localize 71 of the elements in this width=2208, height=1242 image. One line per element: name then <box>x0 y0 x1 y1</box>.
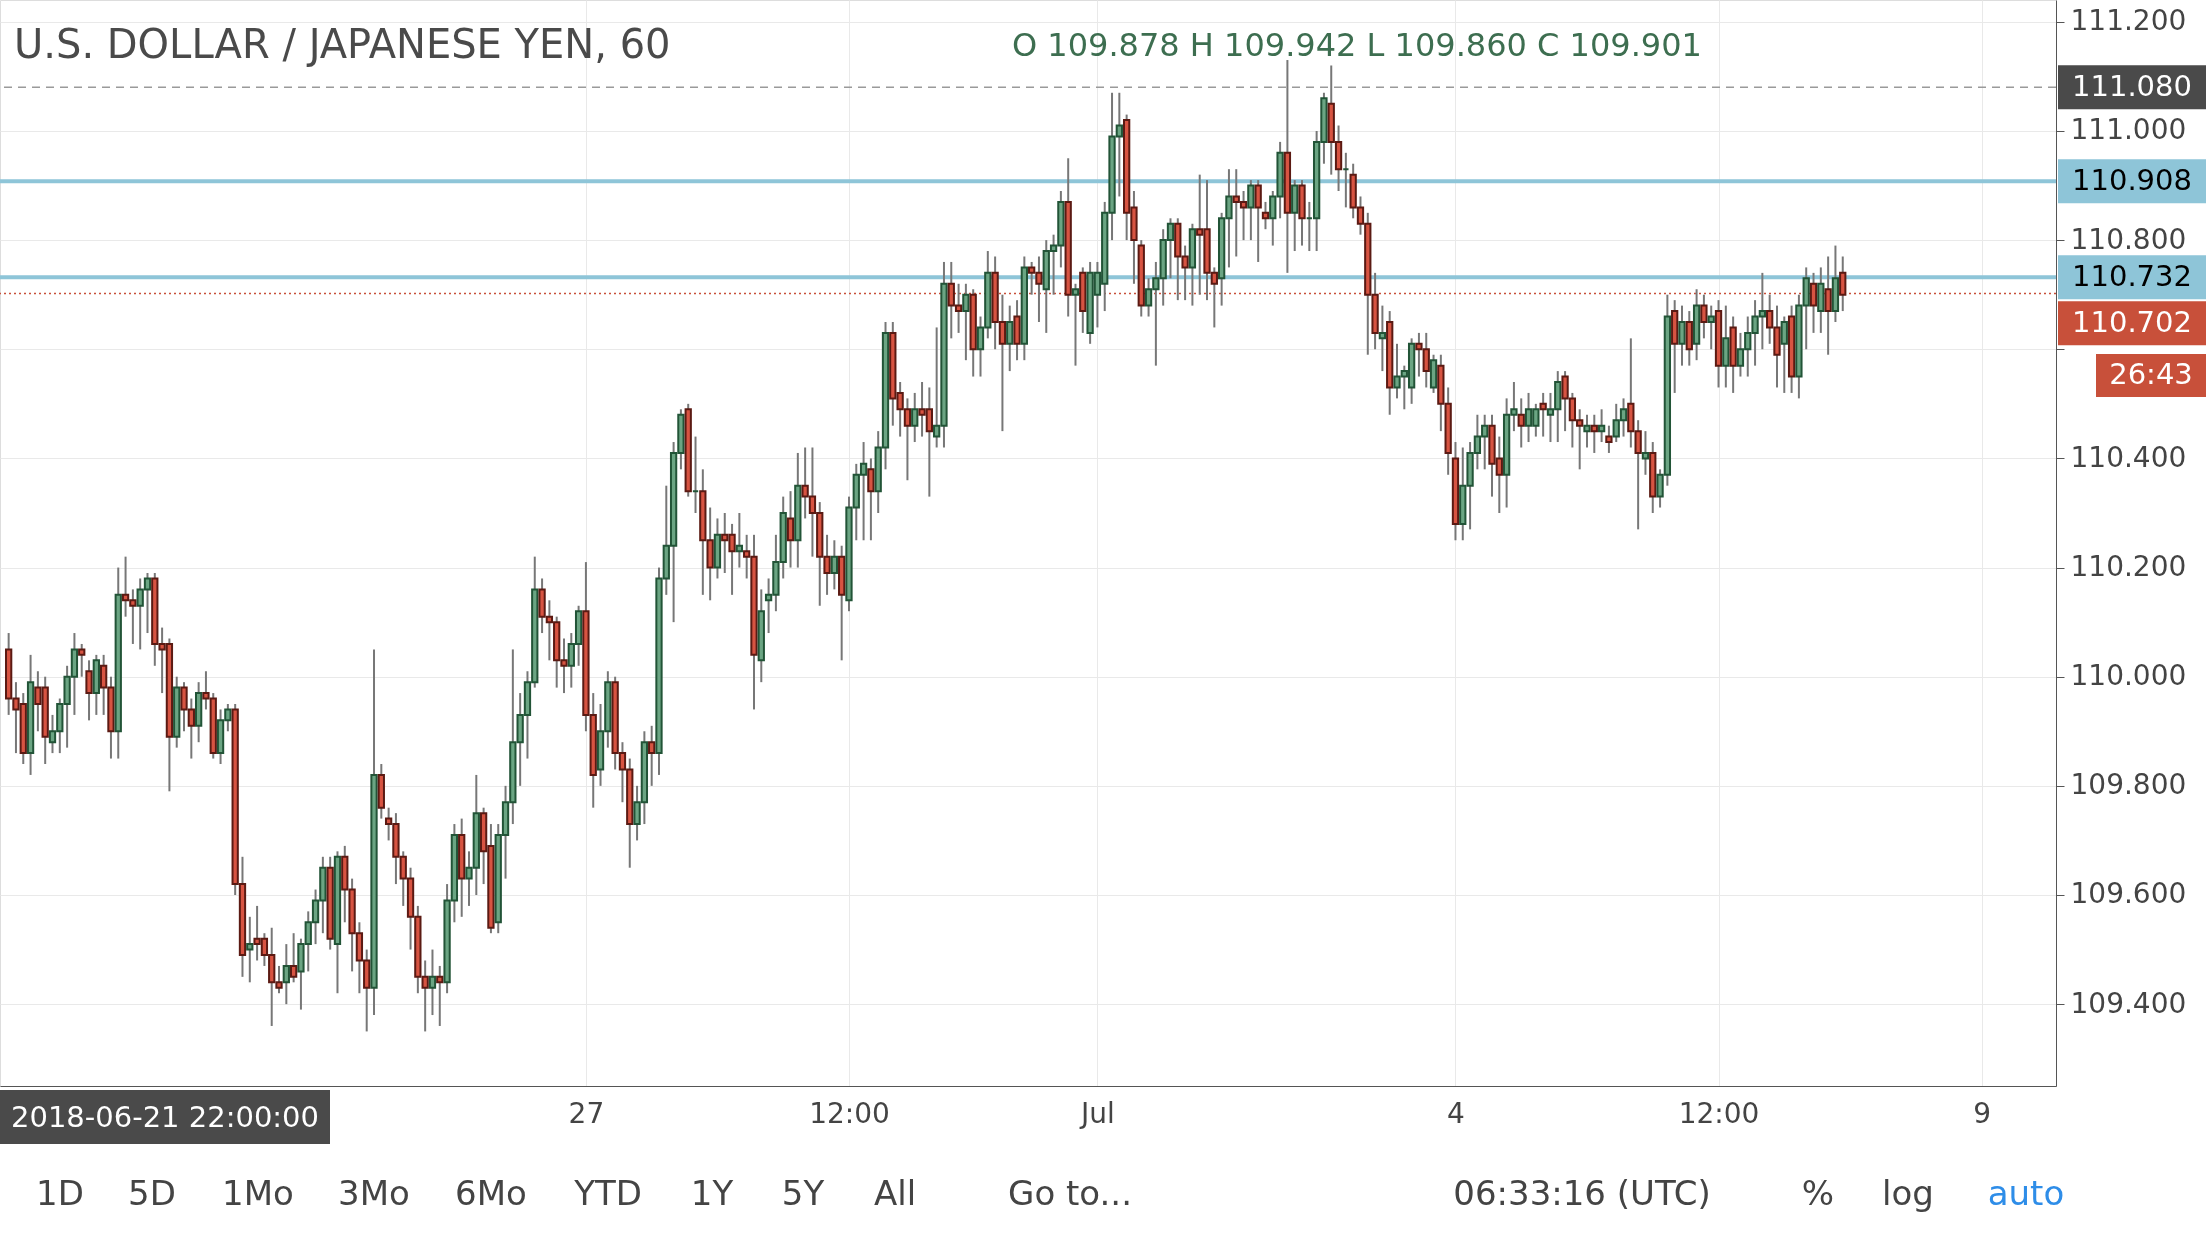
text: 26:43 <box>2109 357 2193 391</box>
x-tick-label: 4 <box>1447 1096 1465 1130</box>
y-tick-label: 110.800 <box>2070 222 2187 256</box>
candlestick <box>282 943 290 1006</box>
x-tick-label: 12:00 <box>809 1096 890 1130</box>
text: 5Y <box>781 1173 825 1213</box>
ref-line-label: 110.702 <box>2072 305 2192 340</box>
text: 1Y <box>690 1173 734 1213</box>
y-tick-label: 111.000 <box>2070 113 2187 147</box>
candlestick <box>436 964 444 1027</box>
candlestick <box>289 932 298 984</box>
candlestick <box>962 282 970 362</box>
candlestick <box>1261 200 1270 231</box>
text: 2018-06-21 22:00:00 <box>11 1100 319 1134</box>
text: O 109.878 H 109.942 L 109.860 C 109.901 <box>1012 26 1702 64</box>
candlestick <box>1539 391 1547 438</box>
text: log <box>1882 1173 1934 1213</box>
y-tick-label: 110.200 <box>2070 550 2187 584</box>
text: % <box>1801 1173 1835 1213</box>
candlestick <box>1583 413 1591 449</box>
y-tick-label: 110.400 <box>2070 440 2187 474</box>
candlestick <box>428 948 437 1017</box>
candlestick <box>830 539 838 591</box>
x-tick-label: Jul <box>1079 1096 1115 1130</box>
text: All <box>873 1173 917 1213</box>
y-tick-label: 109.800 <box>2070 768 2187 802</box>
candlestick <box>1071 282 1080 367</box>
text: auto <box>1987 1173 2065 1213</box>
candlestick <box>735 511 744 569</box>
candlestick <box>1254 179 1262 263</box>
y-tick-label: 109.600 <box>2070 877 2187 911</box>
text: 1Mo <box>222 1173 294 1213</box>
candlestick <box>1597 408 1606 444</box>
candlestick <box>1839 255 1847 313</box>
y-tick-label: 110.000 <box>2070 659 2187 693</box>
candlestick <box>1678 304 1686 367</box>
candlestick <box>911 391 919 444</box>
text: 6Mo <box>455 1173 527 1213</box>
text: YTD <box>573 1173 642 1213</box>
candlestick <box>1006 304 1014 373</box>
y-tick-label: 111.200 <box>2070 4 2187 38</box>
x-tick-label: 27 <box>568 1096 605 1130</box>
text: 1D <box>36 1173 84 1213</box>
candlestick <box>1590 413 1598 454</box>
candlestick <box>1824 255 1832 356</box>
candlestick <box>78 642 86 678</box>
candlestick <box>1707 304 1715 351</box>
candlestick <box>648 724 656 787</box>
text: 3Mo <box>338 1173 410 1213</box>
x-tick-label: 9 <box>1973 1096 1991 1130</box>
candlestick <box>1247 179 1255 242</box>
candlestick <box>867 457 875 542</box>
text: Go to... <box>1008 1173 1132 1213</box>
text: 5D <box>128 1173 176 1213</box>
candlestick <box>786 490 795 569</box>
ref-line-label: 111.080 <box>2072 69 2192 104</box>
x-tick-label: 12:00 <box>1678 1096 1760 1130</box>
candlestick <box>1517 397 1525 449</box>
ref-line-label: 110.732 <box>2072 259 2192 294</box>
text: 06:33:16 (UTC) <box>1453 1173 1711 1213</box>
candlestick <box>85 659 93 722</box>
candlestick <box>1780 315 1788 394</box>
candlestick <box>246 915 254 984</box>
text: U.S. DOLLAR / JAPANESE YEN, 60 <box>14 21 671 67</box>
candlestick <box>1700 293 1708 340</box>
y-tick-label: 109.400 <box>2070 986 2187 1020</box>
candlestick <box>1605 424 1613 454</box>
candlestick <box>1378 304 1387 373</box>
candlestick <box>1641 430 1650 476</box>
ref-line-label: 110.908 <box>2072 163 2192 198</box>
candlestick <box>1809 271 1818 334</box>
